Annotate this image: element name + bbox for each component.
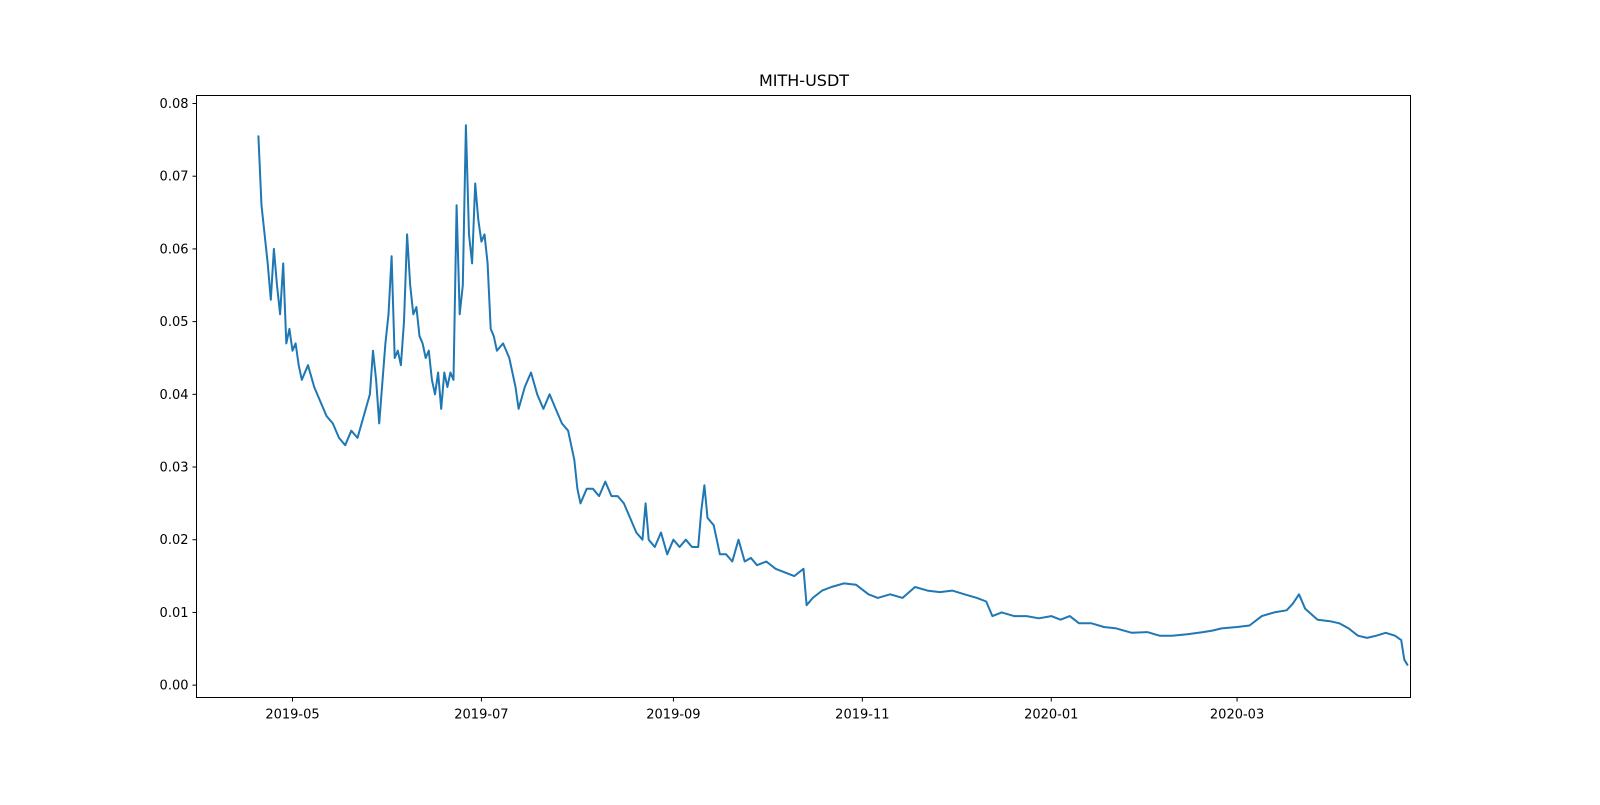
y-tick-label: 0.08 [160, 97, 189, 112]
series-line-0 [257, 124, 1409, 666]
y-tick-label: 0.04 [160, 388, 189, 403]
x-tick-label: 2019-09 [646, 708, 700, 723]
y-axis: 0.00 0.01 0.02 0.03 0.04 0.05 0.06 0.07 0.08 [160, 97, 197, 694]
axes-frame [196, 95, 1411, 698]
chart-title: MITH-USDT [759, 71, 849, 90]
y-tick-label: 0.03 [160, 461, 189, 476]
x-tick-label: 2019-07 [454, 708, 508, 723]
x-tick-label: 2020-01 [1024, 708, 1078, 723]
y-tick-label: 0.00 [160, 679, 189, 694]
x-tick-label: 2019-05 [265, 708, 319, 723]
y-tick-label: 0.05 [160, 315, 189, 330]
y-tick-label: 0.07 [160, 170, 189, 185]
x-tick-label: 2019-11 [835, 708, 889, 723]
y-tick-label: 0.02 [160, 533, 189, 548]
x-axis: 2019-05 2019-07 2019-09 2019-11 2020-01 2020-… [265, 697, 1264, 723]
x-tick-label: 2020-03 [1210, 708, 1264, 723]
y-tick-label: 0.06 [160, 242, 189, 257]
y-tick-label: 0.01 [160, 606, 189, 621]
plot-area [257, 124, 1409, 666]
